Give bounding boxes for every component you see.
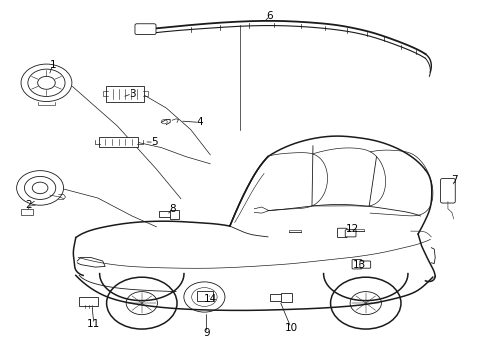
- Text: 11: 11: [87, 319, 101, 329]
- FancyBboxPatch shape: [281, 293, 291, 302]
- FancyBboxPatch shape: [359, 261, 370, 268]
- Text: 4: 4: [196, 117, 203, 127]
- FancyBboxPatch shape: [440, 179, 454, 203]
- Text: 8: 8: [168, 204, 175, 214]
- Text: 10: 10: [284, 323, 297, 333]
- Text: 9: 9: [203, 328, 209, 338]
- Bar: [20, 209, 33, 215]
- Text: 2: 2: [25, 200, 32, 210]
- Text: 12: 12: [345, 224, 358, 234]
- FancyBboxPatch shape: [135, 24, 156, 35]
- FancyBboxPatch shape: [345, 230, 355, 237]
- Text: 6: 6: [266, 11, 273, 21]
- Text: 1: 1: [49, 60, 56, 70]
- FancyBboxPatch shape: [159, 211, 172, 217]
- FancyBboxPatch shape: [106, 86, 144, 102]
- FancyBboxPatch shape: [351, 260, 361, 269]
- Text: 7: 7: [450, 175, 457, 185]
- FancyBboxPatch shape: [270, 294, 283, 301]
- FancyBboxPatch shape: [337, 228, 346, 238]
- FancyBboxPatch shape: [196, 291, 213, 301]
- Text: 5: 5: [150, 137, 157, 147]
- Text: 3: 3: [128, 89, 135, 99]
- Text: 14: 14: [203, 294, 217, 304]
- FancyBboxPatch shape: [79, 297, 98, 306]
- FancyBboxPatch shape: [170, 210, 179, 219]
- Text: 13: 13: [352, 260, 366, 270]
- FancyBboxPatch shape: [99, 137, 138, 147]
